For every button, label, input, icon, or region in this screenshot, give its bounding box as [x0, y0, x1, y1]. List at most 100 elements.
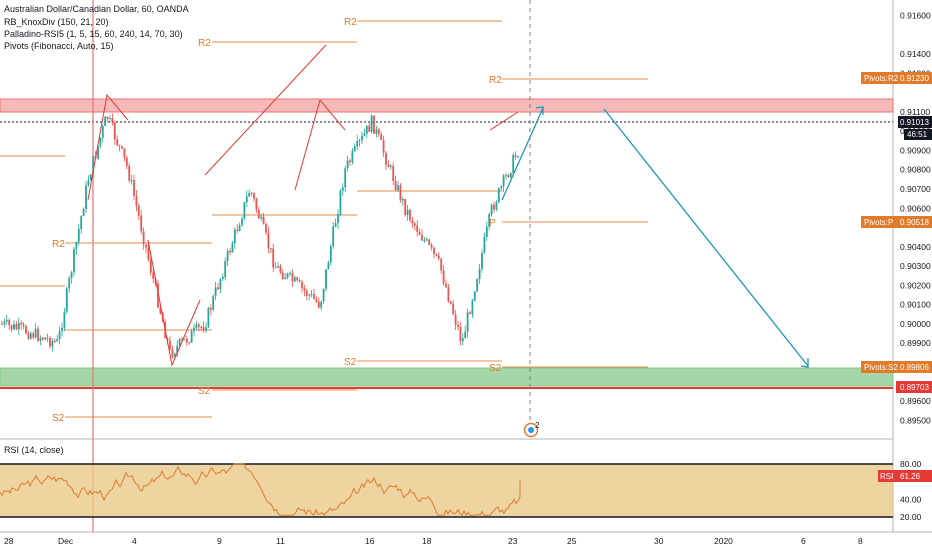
rsi-tick-label: 40.00 — [900, 494, 922, 504]
candle-body — [250, 193, 253, 194]
candle-body — [255, 198, 258, 210]
candle-body — [322, 288, 325, 302]
symbol-title[interactable]: Australian Dollar/Canadian Dollar, 60, O… — [4, 4, 189, 14]
candle-body — [82, 209, 85, 217]
candle-body — [157, 283, 159, 308]
candle-body — [265, 224, 267, 233]
candle-body — [411, 220, 414, 224]
candle-body — [267, 232, 270, 249]
candle-body — [291, 272, 294, 282]
candle-body — [281, 272, 284, 280]
candle-body — [15, 324, 18, 330]
price-tick-label: 0.90600 — [900, 203, 931, 213]
candle-body — [116, 139, 119, 146]
candle-body — [130, 180, 133, 182]
candle-body — [111, 118, 114, 123]
rsi-axis[interactable]: 80.00 40.00 20.00 — [900, 459, 922, 522]
candle-body — [260, 216, 263, 219]
candle-body — [334, 223, 337, 227]
candle-body — [37, 328, 39, 341]
candle-body — [325, 269, 327, 289]
candle-body — [65, 288, 68, 312]
tag-last-price: 0.91013 — [898, 116, 932, 128]
candle-body — [430, 244, 433, 248]
candle-body — [457, 324, 459, 328]
candle-body — [505, 175, 507, 177]
time-tick-label: 30 — [654, 536, 664, 546]
candle-body — [262, 216, 265, 225]
candle-body — [490, 204, 493, 214]
svg-text:0.91013: 0.91013 — [900, 118, 929, 127]
resistance-zone[interactable] — [0, 98, 894, 113]
candle-body — [284, 277, 287, 280]
rsi-band — [0, 464, 893, 517]
candle-body — [507, 175, 510, 177]
candle-body — [181, 339, 183, 341]
price-tick-label: 0.89600 — [900, 396, 931, 406]
candle-body — [44, 337, 47, 340]
candle-body — [449, 301, 452, 304]
candle-body — [315, 299, 318, 302]
candle-body — [375, 129, 378, 134]
candle-body — [416, 225, 419, 232]
projection-path[interactable] — [501, 106, 809, 368]
candle-body — [147, 247, 150, 260]
time-tick-label: 16 — [365, 536, 375, 546]
candle-body — [497, 187, 500, 203]
candle-body — [387, 164, 390, 167]
tag-red-line: 0.89703 — [896, 381, 932, 393]
event-badge[interactable]: 2 — [523, 421, 541, 438]
rsi-title[interactable]: RSI (14, close) — [4, 445, 64, 455]
time-tick-label: 11 — [276, 536, 285, 546]
price-tick-label: 0.91400 — [900, 49, 931, 59]
candle-body — [200, 326, 203, 328]
candle-body — [253, 193, 255, 199]
price-tick-label: 0.90400 — [900, 242, 931, 252]
price-pane[interactable] — [0, 0, 893, 438]
time-tick-label: 9 — [217, 536, 222, 546]
candle-body — [373, 115, 375, 134]
candle-body — [356, 141, 359, 147]
candle-body — [140, 215, 143, 232]
pivot-label-s2: S2 — [52, 413, 65, 424]
indicator-palladino-rsi[interactable]: Palladino-RSI5 (1, 5, 15, 60, 240, 14, 7… — [4, 29, 183, 39]
svg-text:0.91230: 0.91230 — [900, 74, 929, 83]
indicator-pivots[interactable]: Pivots (Fibonacci, Auto, 15) — [4, 41, 114, 51]
support-zone[interactable] — [0, 367, 894, 387]
pivot-labels: R2 S2 R2 S2 R2 S2 R2 P S2 — [52, 17, 502, 424]
candle-body — [344, 168, 347, 188]
candle-body — [209, 307, 212, 310]
candle-body — [224, 261, 227, 278]
candle-body — [22, 324, 25, 327]
candle-body — [92, 156, 95, 175]
time-axis[interactable]: 28 Dec 4 9 11 16 18 23 25 30 2020 6 8 — [4, 536, 863, 546]
candle-body — [466, 312, 469, 332]
candle-body — [49, 338, 51, 347]
candle-body — [337, 214, 339, 224]
candle-body — [41, 337, 44, 340]
candle-body — [27, 333, 30, 339]
indicator-knoxdiv[interactable]: RB_KnoxDiv (150, 21, 20) — [4, 17, 109, 27]
candle-body — [481, 252, 483, 269]
candle-body — [231, 243, 234, 253]
price-tick-label: 0.90100 — [900, 300, 931, 310]
candle-body — [159, 307, 162, 314]
event-badge-count: 2 — [535, 421, 540, 430]
candle-body — [233, 229, 236, 244]
candle-body — [493, 204, 495, 210]
candle-body — [207, 307, 210, 328]
rsi-tick-label: 80.00 — [900, 459, 922, 469]
candle-body — [104, 116, 107, 126]
candle-body — [73, 248, 75, 273]
candle-body — [495, 202, 498, 210]
candle-body — [428, 239, 431, 245]
candle-body — [380, 134, 383, 140]
candle-body — [5, 319, 8, 322]
candle-body — [313, 294, 315, 299]
pivot-label-s2: S2 — [344, 357, 357, 368]
svg-text:61.26: 61.26 — [900, 472, 921, 481]
candle-body — [435, 254, 438, 256]
svg-text:0.89806: 0.89806 — [900, 363, 929, 372]
